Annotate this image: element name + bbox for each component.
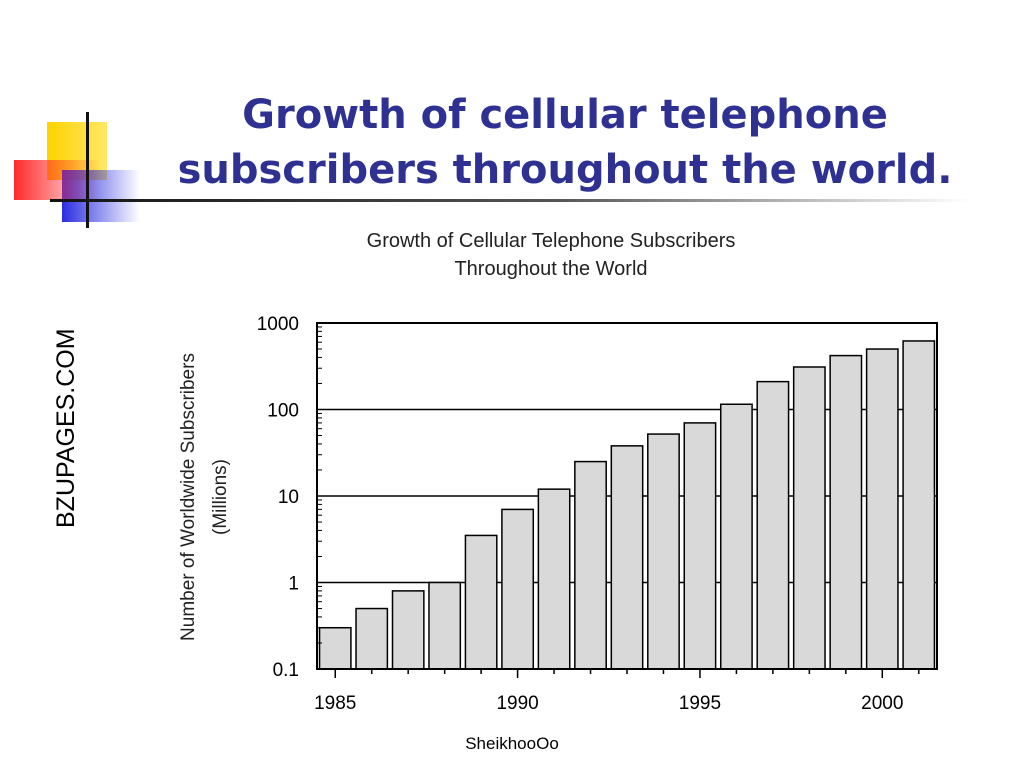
x-tick-label-1985: 1985 [314,693,356,714]
bar-1990 [501,508,535,670]
side-watermark-text: BZUPAGES.COM [52,328,80,528]
bar-1989 [464,534,498,670]
bar-1993 [610,445,644,670]
bar-1986 [355,607,389,670]
y-tick-label-1: 1 [288,574,299,595]
bar-1992 [574,460,607,670]
bar-1995 [683,422,717,670]
slide-title-line2: subscribers throughout the world. [177,147,953,193]
y-axis-label-line1: Number of Worldwide Subscribers [178,353,199,641]
chart-title-line2: Throughout the World [454,258,647,280]
plot-tick-labels: 0.1 1 10 100 1000 1985 1990 1995 2000 [257,314,904,714]
title-underline [50,199,970,202]
y-axis-label-line2: (Millions) [210,459,231,535]
x-tick-label-1990: 1990 [496,693,538,714]
bar-2001 [902,340,936,670]
plot-ticks [317,326,920,678]
y-tick-label-10: 10 [278,487,299,508]
bar-1988 [428,581,462,670]
bar-1997 [756,380,790,670]
footer-credit: SheikhooOo [465,734,559,753]
logo-red-square [14,160,100,200]
slide-logo [14,112,970,228]
x-tick-label-1995: 1995 [679,693,721,714]
plot-bars [318,340,936,670]
bar-1987 [391,590,425,670]
x-tick-label-2000: 2000 [861,693,903,714]
bar-1998 [792,366,826,670]
slide-title-line1: Growth of cellular telephone [242,92,888,138]
bar-1985 [318,626,352,670]
bar-1991 [537,488,571,670]
bar-1996 [719,403,753,670]
logo-vertical-line [86,112,89,228]
bar-1999 [829,354,863,670]
bar-2000 [865,348,899,670]
bar-1994 [647,433,680,670]
y-tick-label-1000: 1000 [257,314,299,335]
slide-title: Growth of cellular telephone subscribers… [150,88,980,198]
y-tick-label-100: 100 [267,401,299,422]
chart-title-line1: Growth of Cellular Telephone Subscribers [367,230,736,252]
y-tick-label-0.1: 0.1 [273,660,299,681]
